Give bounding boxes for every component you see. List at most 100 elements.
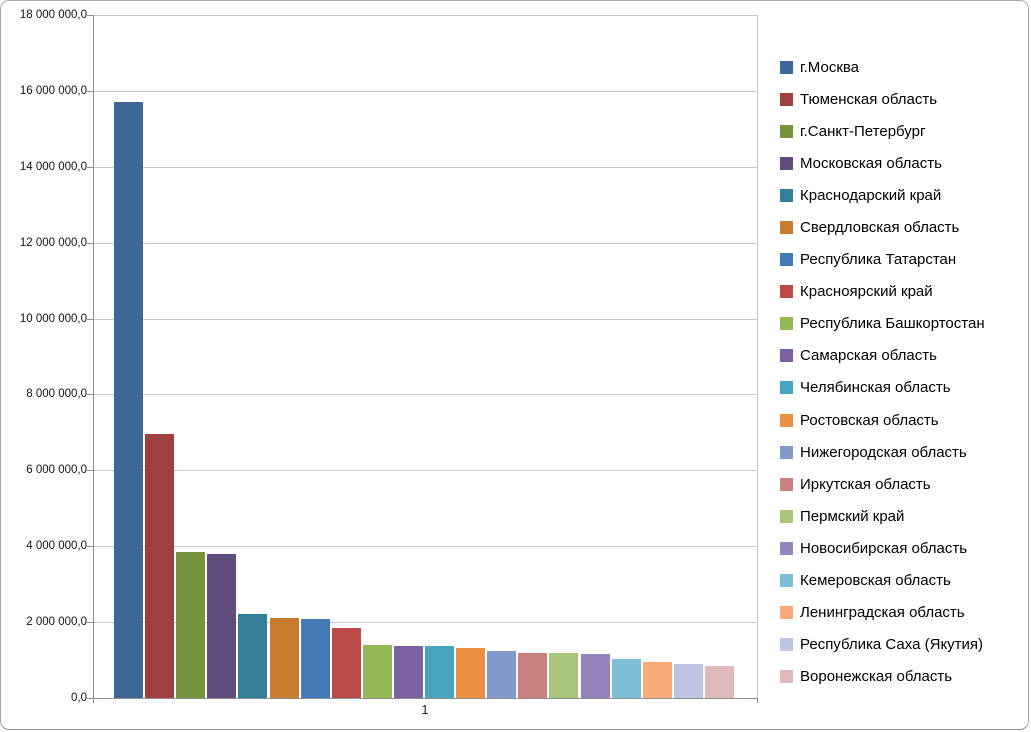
gridline: [93, 622, 757, 623]
legend-item-1[interactable]: г.Москва: [780, 51, 985, 83]
y-axis-tick-label: 10 000 000,0: [19, 313, 87, 325]
legend-swatch-icon: [780, 606, 793, 620]
y-axis-tick-label: 2 000 000,0: [26, 616, 87, 628]
y-axis-tick-label: 18 000 000,0: [19, 9, 87, 21]
gridline: [93, 243, 757, 244]
legend-swatch-icon: [780, 188, 793, 202]
legend-label: Ленинградская область: [800, 604, 965, 622]
bar-2[interactable]: [145, 433, 175, 698]
legend-item-7[interactable]: Республика Татарстан: [780, 244, 985, 276]
y-axis-tick: [87, 243, 93, 244]
y-axis-tick: [87, 394, 93, 395]
legend-swatch-icon: [780, 670, 793, 684]
legend-item-20[interactable]: Воронежская область: [780, 661, 985, 693]
x-axis-category-label: 1: [421, 703, 429, 717]
legend-label: Челябинская область: [800, 379, 951, 397]
y-axis-line: [93, 15, 94, 699]
legend-swatch-icon: [780, 574, 793, 588]
gridline: [93, 319, 757, 320]
bar-9[interactable]: [362, 645, 392, 698]
y-axis-tick: [87, 470, 93, 471]
legend-label: Ростовская область: [800, 411, 939, 429]
legend-swatch-icon: [780, 317, 793, 331]
gridline: [93, 470, 757, 471]
y-axis-tick-label: 8 000 000,0: [26, 388, 87, 400]
bar-20[interactable]: [704, 665, 734, 698]
bar-19[interactable]: [673, 664, 703, 698]
legend-swatch-icon: [780, 445, 793, 459]
bar-7[interactable]: [300, 618, 330, 698]
legend-item-6[interactable]: Свердловская область: [780, 211, 985, 243]
x-axis-tick: [93, 698, 94, 703]
legend-item-19[interactable]: Республика Саха (Якутия): [780, 629, 985, 661]
y-axis-tick-label: 12 000 000,0: [19, 237, 87, 249]
bar-5[interactable]: [238, 614, 268, 698]
legend-swatch-icon: [780, 541, 793, 555]
legend-item-15[interactable]: Пермский край: [780, 500, 985, 532]
bar-12[interactable]: [456, 647, 486, 698]
bar-17[interactable]: [611, 658, 641, 698]
legend-item-5[interactable]: Краснодарский край: [780, 179, 985, 211]
legend-swatch-icon: [780, 349, 793, 363]
bar-15[interactable]: [549, 653, 579, 698]
y-axis-tick-label: 14 000 000,0: [19, 161, 87, 173]
bar-14[interactable]: [518, 652, 548, 698]
legend-label: Новосибирская область: [800, 539, 968, 557]
bar-11[interactable]: [425, 646, 454, 698]
legend-swatch-icon: [780, 156, 793, 170]
legend-swatch-icon: [780, 124, 793, 138]
bar-4[interactable]: [207, 553, 237, 698]
legend-item-2[interactable]: Тюменская область: [780, 83, 985, 115]
legend-item-17[interactable]: Кемеровская область: [780, 565, 985, 597]
legend-item-14[interactable]: Иркутская область: [780, 468, 985, 500]
legend-item-9[interactable]: Республика Башкортостан: [780, 308, 985, 340]
legend-item-11[interactable]: Челябинская область: [780, 372, 985, 404]
bar-6[interactable]: [269, 617, 299, 698]
chart-legend: г.Москва Тюменская область г.Санкт-Петербу…: [780, 51, 985, 693]
y-axis-tick-label: 0,0: [71, 692, 87, 704]
y-axis-tick: [87, 622, 93, 623]
x-axis-line: [88, 698, 758, 699]
y-axis-tick: [87, 15, 93, 16]
legend-swatch-icon: [780, 381, 793, 395]
legend-item-18[interactable]: Ленинградская область: [780, 597, 985, 629]
legend-swatch-icon: [780, 638, 793, 652]
bar-3[interactable]: [176, 551, 206, 698]
y-axis-labels: 0,0 2 000 000,0 4 000 000,0 6 000 000,0 8 00…: [1, 9, 87, 704]
legend-label: Воронежская область: [800, 668, 953, 686]
bar-18[interactable]: [642, 661, 672, 698]
legend-label: Свердловская область: [800, 219, 960, 237]
legend-item-12[interactable]: Ростовская область: [780, 404, 985, 436]
x-axis-tick: [757, 698, 758, 703]
legend-label: Краснодарский край: [800, 186, 942, 204]
bar-10[interactable]: [393, 646, 423, 698]
bar-16[interactable]: [580, 654, 610, 698]
legend-swatch-icon: [780, 221, 793, 235]
bar-1[interactable]: [114, 102, 143, 698]
gridline: [93, 394, 757, 395]
plot-area: [87, 15, 758, 699]
legend-item-16[interactable]: Новосибирская область: [780, 532, 985, 564]
legend-item-3[interactable]: г.Санкт-Петербург: [780, 115, 985, 147]
gridline: [93, 15, 757, 16]
y-axis-tick-label: 16 000 000,0: [19, 85, 87, 97]
legend-swatch-icon: [780, 92, 793, 106]
legend-label: Республика Башкортостан: [800, 315, 985, 333]
bar-13[interactable]: [487, 650, 517, 698]
gridline: [93, 546, 757, 547]
gridline: [93, 91, 757, 92]
y-axis-tick: [87, 319, 93, 320]
legend-item-8[interactable]: Красноярский край: [780, 276, 985, 308]
legend-item-13[interactable]: Нижегородская область: [780, 436, 985, 468]
legend-swatch-icon: [780, 285, 793, 299]
y-axis-tick: [87, 167, 93, 168]
y-axis-tick: [87, 546, 93, 547]
legend-label: г.Санкт-Петербург: [800, 122, 926, 140]
legend-item-4[interactable]: Московская область: [780, 147, 985, 179]
legend-label: Республика Татарстан: [800, 251, 957, 269]
bar-8[interactable]: [331, 627, 361, 698]
legend-swatch-icon: [780, 509, 793, 523]
legend-label: г.Москва: [800, 58, 860, 76]
legend-item-10[interactable]: Самарская область: [780, 340, 985, 372]
